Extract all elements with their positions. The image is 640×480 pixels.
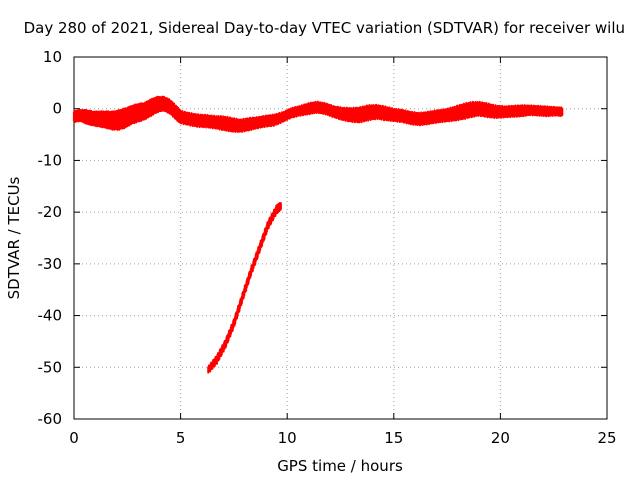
x-tick-label: 15: [384, 429, 403, 447]
series-layer: [72, 95, 564, 374]
x-tick-label: 10: [278, 429, 297, 447]
y-tick-label: -60: [38, 410, 63, 428]
x-tick-label: 0: [69, 429, 79, 447]
y-tick-label: -40: [38, 307, 63, 325]
x-tick-label: 20: [491, 429, 510, 447]
chart-title: Day 280 of 2021, Sidereal Day-to-day VTE…: [24, 19, 625, 37]
y-tick-label: -20: [38, 203, 63, 221]
y-tick-label: 10: [43, 48, 62, 66]
plot-frame: [73, 56, 608, 420]
y-tick-label: 0: [52, 100, 62, 118]
x-tick-label: 25: [597, 429, 616, 447]
y-tick-label: -10: [38, 151, 63, 169]
data-series: [72, 95, 564, 133]
y-axis-label: SDTVAR / TECUs: [5, 176, 23, 299]
x-axis-label: GPS time / hours: [277, 457, 403, 475]
y-tick-label: -30: [38, 255, 63, 273]
y-tick-label: -50: [38, 358, 63, 376]
x-tick-label: 5: [176, 429, 186, 447]
data-series: [207, 201, 282, 374]
tick-layer: 0 5 10 15 20 25 10 0 -10 -20 -30 -40 -50 -60: [38, 48, 617, 447]
